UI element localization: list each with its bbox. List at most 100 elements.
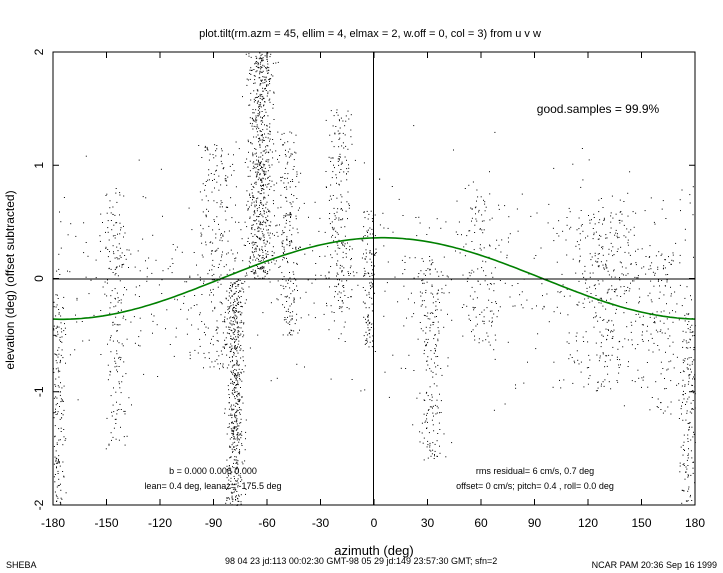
scatter-point [253, 273, 255, 275]
scatter-point [372, 220, 373, 222]
scatter-point [372, 335, 374, 337]
scatter-point [657, 331, 659, 333]
scatter-point [311, 282, 313, 284]
scatter-point [276, 224, 278, 226]
scatter-point [233, 467, 235, 469]
scatter-point [560, 291, 562, 292]
scatter-point [265, 76, 267, 78]
scatter-point [466, 280, 468, 282]
scatter-point [63, 409, 65, 411]
scatter-point [273, 203, 274, 205]
scatter-point [56, 325, 58, 327]
scatter-point [619, 211, 621, 213]
scatter-point [157, 376, 159, 377]
scatter-point [116, 257, 118, 259]
scatter-point [237, 432, 239, 434]
scatter-point [228, 488, 230, 490]
scatter-point [473, 309, 475, 311]
scatter-point [471, 220, 472, 222]
scatter-point [55, 460, 57, 462]
scatter-point [210, 253, 212, 255]
scatter-point [687, 476, 689, 478]
scatter-point [106, 417, 108, 419]
scatter-point [430, 292, 432, 294]
scatter-point [425, 392, 427, 394]
scatter-point [134, 266, 136, 268]
scatter-point [266, 70, 268, 72]
scatter-point [262, 64, 264, 66]
scatter-point [230, 473, 232, 475]
scatter-point [60, 489, 62, 491]
scatter-point [277, 299, 279, 301]
scatter-point [579, 233, 581, 235]
scatter-point [249, 73, 251, 74]
scatter-point [635, 250, 636, 252]
scatter-point [267, 84, 269, 86]
scatter-point [374, 351, 376, 352]
scatter-point [252, 154, 254, 155]
scatter-point [197, 328, 199, 330]
scatter-point [665, 274, 667, 276]
scatter-point [261, 60, 263, 62]
scatter-point [258, 230, 260, 232]
scatter-point [229, 306, 231, 307]
scatter-point [294, 323, 296, 325]
scatter-point [216, 145, 218, 146]
scatter-point [657, 407, 659, 408]
scatter-point [339, 247, 341, 249]
scatter-point [590, 259, 592, 261]
scatter-point [337, 284, 339, 286]
scatter-point [233, 317, 235, 319]
scatter-point [233, 299, 235, 301]
scatter-point [59, 336, 61, 338]
scatter-point [290, 241, 292, 242]
scatter-point [476, 189, 478, 191]
scatter-point [229, 269, 231, 271]
scatter-point [687, 314, 689, 316]
scatter-point [343, 171, 345, 173]
scatter-point [224, 180, 226, 182]
scatter-point [543, 306, 545, 308]
scatter-point [687, 368, 689, 370]
scatter-point [580, 371, 582, 373]
scatter-point [680, 372, 682, 373]
scatter-point [133, 316, 135, 318]
scatter-point [100, 250, 101, 252]
scatter-point [88, 293, 90, 295]
scatter-point [111, 415, 113, 417]
scatter-point [349, 245, 351, 247]
scatter-point [286, 296, 287, 298]
scatter-point [232, 451, 233, 453]
scatter-point [568, 342, 570, 344]
scatter-point [278, 267, 280, 268]
scatter-point [220, 283, 222, 285]
scatter-point [649, 316, 651, 318]
chart-title: plot.tilt(rm.azm = 45, ellim = 4, elmax … [199, 28, 541, 40]
scatter-point [343, 290, 345, 292]
scatter-point [229, 397, 230, 399]
scatter-point [629, 288, 631, 290]
scatter-point [488, 299, 490, 301]
scatter-point [603, 219, 605, 221]
scatter-point [596, 261, 598, 263]
scatter-point [292, 181, 294, 182]
scatter-point [54, 436, 56, 438]
scatter-point [118, 258, 120, 260]
scatter-point [565, 239, 567, 241]
scatter-point [419, 441, 421, 443]
scatter-point [113, 224, 115, 226]
scatter-point [327, 246, 329, 248]
scatter-point [235, 387, 237, 389]
scatter-point [329, 134, 331, 136]
scatter-point [176, 299, 178, 301]
scatter-point [603, 267, 605, 269]
scatter-point [257, 100, 259, 102]
scatter-point [691, 331, 693, 333]
scatter-point [263, 165, 265, 167]
scatter-point [107, 231, 109, 233]
scatter-point [379, 178, 381, 180]
scatter-point [55, 385, 57, 387]
scatter-point [241, 443, 243, 445]
scatter-point [249, 194, 251, 196]
scatter-point [473, 271, 475, 273]
